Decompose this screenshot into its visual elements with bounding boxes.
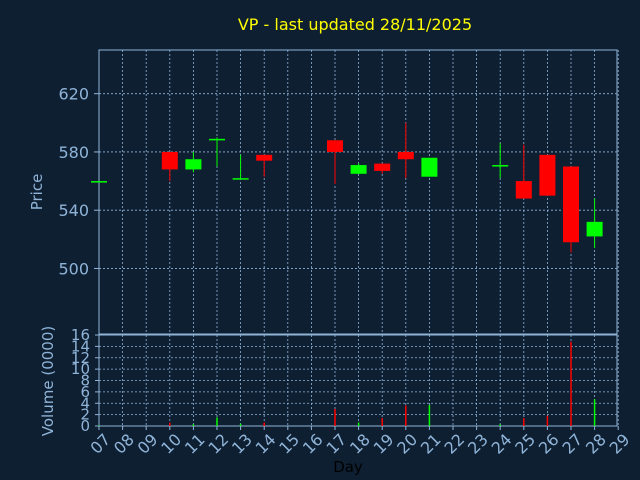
candle-body (374, 163, 391, 171)
volume-bar (523, 418, 525, 426)
price-y-tick-label: 580 (58, 143, 89, 162)
volume-y-tick-label: 0 (80, 417, 90, 435)
volume-y-tick-label: 12 (71, 349, 90, 367)
price-y-tick-label: 620 (58, 85, 89, 104)
price-grid (98, 50, 619, 334)
price-y-tick-label: 500 (58, 259, 89, 278)
candle-body (91, 181, 107, 183)
candle-body (161, 151, 178, 170)
price-y-tick-label: 540 (58, 201, 89, 220)
price-y-ticks: 500 540 580 620 (58, 85, 99, 278)
volume-bar (169, 422, 171, 426)
candle-body (350, 165, 367, 174)
candlestick-series (91, 122, 603, 253)
volume-bar (499, 424, 501, 426)
volume-series (98, 341, 596, 426)
volume-bar (381, 418, 383, 426)
volume-bar (239, 423, 242, 426)
candle-body (539, 154, 556, 196)
candle-body (515, 181, 532, 199)
volume-bar (570, 341, 572, 426)
volume-bar (216, 417, 218, 426)
volume-y-tick-label: 4 (80, 394, 90, 412)
volume-y-tick-label: 14 (71, 337, 90, 355)
volume-y-tick-label: 10 (71, 360, 90, 378)
candle-body (563, 166, 579, 243)
volume-y-tick-label: 16 (71, 326, 90, 344)
volume-bar (263, 422, 265, 426)
volume-bar (98, 425, 100, 426)
volume-bar (546, 415, 549, 426)
volume-axis-label: Volume (0000) (39, 326, 57, 436)
candle-body (185, 159, 202, 170)
volume-bar (334, 408, 336, 426)
volume-y-tick-label: 8 (80, 372, 90, 390)
volume-y-tick-label: 6 (80, 383, 90, 401)
candle-body (586, 221, 603, 237)
candle-body (232, 178, 249, 180)
candle-body (421, 157, 438, 177)
candle-body (327, 140, 343, 152)
volume-bar (192, 424, 195, 426)
x-axis-label: Day (333, 458, 363, 476)
chart-title: VP - last updated 28/11/2025 (238, 15, 472, 34)
candle-body (256, 154, 273, 161)
candle-body (209, 138, 225, 141)
volume-bar (405, 405, 407, 426)
volume-bar (428, 404, 431, 426)
volume-bar (357, 422, 360, 426)
price-axis-label: Price (28, 174, 46, 211)
volume-bar (593, 399, 596, 426)
candle-body (397, 151, 414, 160)
volume-y-tick-label: 2 (80, 406, 90, 424)
candle-body (492, 165, 509, 167)
